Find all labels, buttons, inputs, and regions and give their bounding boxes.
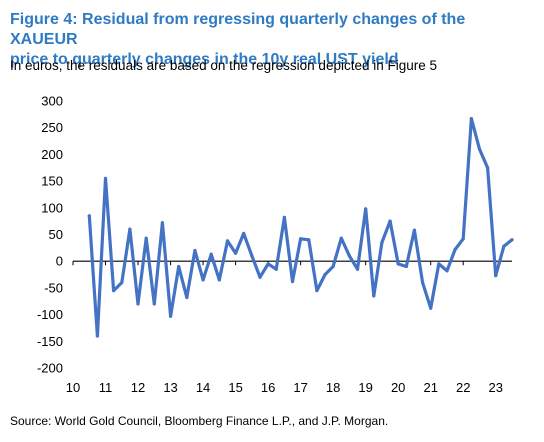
y-tick-label: -100	[37, 307, 63, 322]
data-point	[242, 231, 246, 236]
y-tick-label: 300	[41, 94, 63, 109]
data-point	[266, 262, 270, 266]
data-point	[274, 267, 278, 271]
x-tick-label: 14	[196, 380, 210, 395]
data-point	[87, 214, 91, 218]
y-tick-label: 50	[49, 227, 63, 242]
data-point	[120, 280, 124, 285]
data-point	[380, 240, 384, 245]
x-tick-label: 13	[163, 380, 177, 395]
x-tick-label: 20	[391, 380, 405, 395]
data-point	[185, 295, 189, 300]
data-point	[193, 248, 197, 253]
x-axis: 10 11 12 13 14 15 16 17 18 19 20 21 22 23	[66, 260, 512, 395]
data-point	[412, 228, 417, 232]
data-point	[486, 166, 490, 170]
data-point	[461, 237, 465, 241]
y-tick-label: 100	[41, 200, 63, 215]
data-point	[290, 279, 295, 284]
x-tick-label: 19	[358, 380, 372, 395]
data-point	[177, 264, 181, 269]
data-point	[388, 219, 392, 223]
data-point	[420, 280, 425, 285]
data-point	[217, 278, 221, 282]
chart-title-line-2: price to quarterly changes in the 10y re…	[10, 51, 399, 68]
x-tick-label: 21	[423, 380, 437, 395]
y-tick-label: -50	[44, 280, 63, 295]
data-point	[225, 239, 230, 243]
x-tick-label: 17	[293, 380, 307, 395]
data-point	[494, 274, 498, 278]
data-point	[299, 237, 303, 241]
data-point	[453, 247, 457, 252]
residual-series-line	[87, 116, 514, 338]
x-tick-label: 16	[261, 380, 275, 395]
data-point	[233, 251, 238, 255]
data-point	[347, 254, 352, 258]
data-point	[315, 288, 319, 293]
x-tick-label: 23	[489, 380, 503, 395]
x-tick-label: 15	[228, 380, 242, 395]
data-point	[355, 267, 360, 271]
source-note: Source: World Gold Council, Bloomberg Fi…	[10, 414, 389, 428]
series-layer	[87, 116, 514, 338]
x-tick-label: 22	[456, 380, 470, 395]
data-point	[258, 275, 262, 279]
x-tick-label: 11	[99, 380, 113, 395]
data-point	[445, 269, 449, 273]
data-point	[144, 236, 148, 240]
data-point	[103, 176, 108, 181]
data-point	[331, 264, 335, 269]
y-tick-label: 150	[41, 174, 63, 189]
data-point	[372, 294, 376, 298]
data-point	[477, 147, 482, 151]
data-point	[282, 215, 286, 220]
chart-subtitle: In euros, the residuals are based on the…	[10, 58, 438, 73]
x-tick-label: 12	[131, 380, 145, 395]
data-point	[201, 278, 205, 282]
data-point	[339, 236, 343, 240]
x-tick-label: 18	[326, 380, 340, 395]
y-tick-label: -150	[37, 334, 63, 349]
data-point	[364, 207, 368, 211]
data-point	[95, 334, 99, 338]
y-tick-label: 250	[41, 120, 63, 135]
data-point	[469, 117, 473, 121]
data-point	[209, 252, 213, 256]
y-axis: 300 250 200 150 100 50 0 -50 -100 -150 -200	[37, 94, 63, 376]
data-point	[168, 314, 173, 318]
data-point	[307, 238, 311, 242]
chart-title: Figure 4: Residual from regressing quart…	[10, 10, 536, 70]
data-point	[510, 238, 514, 242]
data-point	[112, 288, 116, 293]
x-tick-label: 10	[66, 380, 80, 395]
data-point	[502, 244, 506, 248]
data-point	[323, 272, 327, 277]
data-point	[437, 262, 441, 266]
y-tick-label: -200	[37, 361, 63, 376]
data-point	[160, 221, 165, 225]
data-point	[128, 227, 132, 231]
chart-title-line-1: Figure 4: Residual from regressing quart…	[10, 11, 466, 48]
data-point	[396, 262, 400, 266]
data-point	[429, 306, 433, 310]
data-point	[136, 302, 140, 306]
y-tick-label: 200	[41, 147, 63, 162]
data-point	[250, 254, 254, 258]
data-point	[152, 302, 156, 306]
y-tick-label: 0	[56, 254, 63, 269]
data-point	[404, 264, 408, 269]
